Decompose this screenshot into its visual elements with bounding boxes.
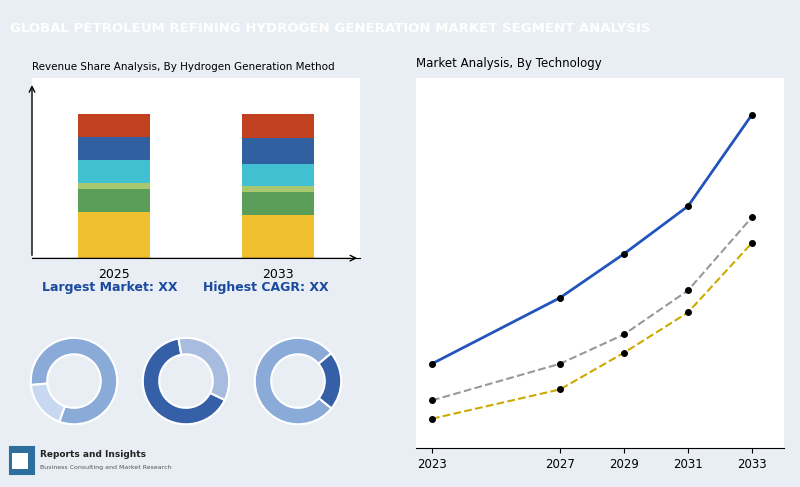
Bar xyxy=(242,165,314,186)
Text: Largest Market: XX: Largest Market: XX xyxy=(42,281,178,294)
Text: Highest CAGR: XX: Highest CAGR: XX xyxy=(202,281,328,294)
Bar xyxy=(242,215,314,258)
Text: Revenue Share Analysis, By Hydrogen Generation Method: Revenue Share Analysis, By Hydrogen Gene… xyxy=(32,61,334,72)
Bar xyxy=(78,114,150,137)
FancyBboxPatch shape xyxy=(12,453,28,468)
Wedge shape xyxy=(143,338,225,424)
Wedge shape xyxy=(31,383,65,422)
Wedge shape xyxy=(318,353,341,409)
Bar xyxy=(78,189,150,212)
Bar xyxy=(78,183,150,189)
Bar xyxy=(78,160,150,183)
Text: Business Consulting and Market Research: Business Consulting and Market Research xyxy=(40,465,172,470)
Bar xyxy=(242,192,314,215)
Bar xyxy=(78,212,150,258)
Wedge shape xyxy=(31,338,117,424)
Bar xyxy=(242,186,314,192)
Text: GLOBAL PETROLEUM REFINING HYDROGEN GENERATION MARKET SEGMENT ANALYSIS: GLOBAL PETROLEUM REFINING HYDROGEN GENER… xyxy=(10,21,650,35)
Wedge shape xyxy=(178,338,229,400)
Text: Market Analysis, By Technology: Market Analysis, By Technology xyxy=(416,57,602,70)
Bar xyxy=(242,138,314,165)
FancyBboxPatch shape xyxy=(10,447,34,474)
Wedge shape xyxy=(255,338,331,424)
Bar xyxy=(242,114,314,138)
Text: Reports and Insights: Reports and Insights xyxy=(40,450,146,459)
Bar xyxy=(78,137,150,160)
